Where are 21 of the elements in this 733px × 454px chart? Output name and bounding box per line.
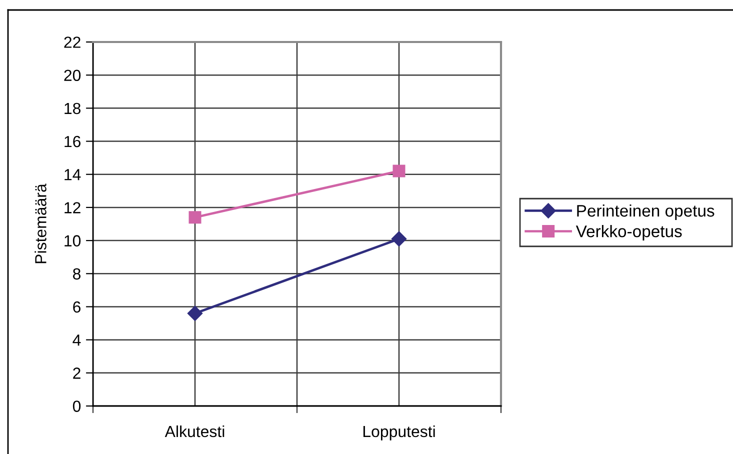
- y-tick-label: 10: [64, 235, 81, 246]
- y-tick-label: 0: [72, 400, 81, 412]
- y-tick-label: 22: [64, 36, 80, 48]
- y-tick-label: 16: [64, 136, 80, 148]
- x-tick-label: Lopputesti: [363, 425, 435, 440]
- y-tick-label: 20: [64, 70, 81, 82]
- y-tick-label: 18: [64, 102, 80, 114]
- y-axis-title: Pistemäärä: [34, 184, 46, 264]
- y-tick-label: 6: [73, 301, 80, 313]
- y-tick-label: 14: [64, 169, 81, 180]
- y-tick-label: 4: [72, 334, 81, 346]
- point: [188, 211, 202, 224]
- point: [392, 164, 406, 178]
- point: [187, 306, 203, 321]
- y-tick-label: 12: [64, 202, 80, 214]
- y-tick-label: 2: [73, 368, 80, 379]
- x-tick-label: Alkutesti: [164, 425, 224, 438]
- legend-label: Perinteinen opetus: [577, 204, 714, 220]
- legend-label: Verkko-opetus: [576, 225, 682, 241]
- point: [391, 231, 407, 246]
- y-tick-label: 8: [73, 268, 80, 280]
